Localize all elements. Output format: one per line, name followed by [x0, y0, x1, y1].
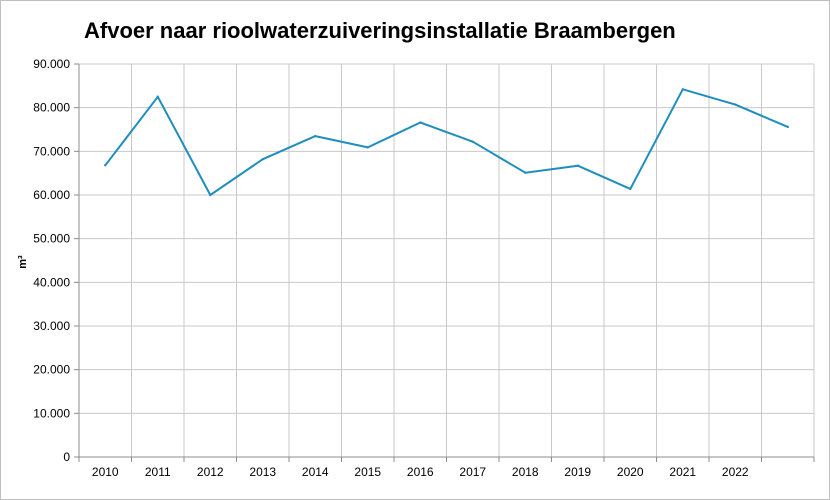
- x-tick-label: 2013: [249, 465, 276, 479]
- data-point: [629, 187, 632, 191]
- y-tick-label: 30.000: [33, 319, 70, 333]
- x-tick-label: 2021: [669, 465, 696, 479]
- x-tick-label: 2011: [145, 465, 171, 479]
- x-tick-label: 2019: [564, 465, 591, 479]
- vertical-gridlines: [131, 64, 815, 457]
- y-tick-labels: 0 10.000 20.000 30.000 40.000 50.000 60.000 70.…: [33, 57, 70, 464]
- y-axis-label: m³: [17, 255, 29, 269]
- x-tick-label: 2017: [459, 465, 486, 479]
- y-tick-label: 70.000: [33, 144, 70, 158]
- series-line: [104, 88, 789, 196]
- data-point: [419, 121, 422, 124]
- data-point: [576, 164, 579, 167]
- data-point: [261, 157, 264, 161]
- data-point: [314, 134, 317, 138]
- data-point: [786, 125, 789, 129]
- y-tick-label: 80.000: [33, 101, 70, 115]
- y-tick-label: 50.000: [33, 232, 70, 246]
- x-tick-label: 2022: [722, 465, 749, 479]
- x-tick-label: 2016: [407, 465, 434, 479]
- data-point: [471, 140, 474, 143]
- data-point: [156, 95, 159, 98]
- y-tick-label: 10.000: [33, 406, 70, 420]
- x-tick-label: 2015: [354, 465, 381, 479]
- data-point: [524, 171, 527, 174]
- y-tick-label: 40.000: [33, 275, 70, 289]
- axes: [74, 63, 815, 462]
- data-point: [209, 193, 212, 197]
- y-tick-label: 60.000: [33, 188, 70, 202]
- x-tick-label: 2020: [617, 465, 644, 479]
- x-tick-label: 2014: [302, 465, 329, 479]
- data-point: [366, 146, 369, 149]
- horizontal-gridlines: [79, 63, 814, 414]
- x-tick-label: 2010: [92, 465, 119, 479]
- y-tick-label: 0: [63, 450, 70, 464]
- x-tick-labels: 2010 2011 2012 2013 2014 2015 2016 2017 2018 2019…: [92, 465, 749, 479]
- y-tick-label: 90.000: [33, 57, 70, 71]
- x-tick-label: 2012: [197, 465, 224, 479]
- data-point: [104, 164, 107, 167]
- data-point: [734, 103, 737, 106]
- chart-title: Afvoer naar rioolwaterzuiveringsinstalla…: [84, 18, 676, 43]
- data-point: [681, 88, 684, 91]
- series-lines: [104, 88, 789, 197]
- y-tick-label: 20.000: [33, 363, 70, 377]
- x-tick-label: 2018: [512, 465, 539, 479]
